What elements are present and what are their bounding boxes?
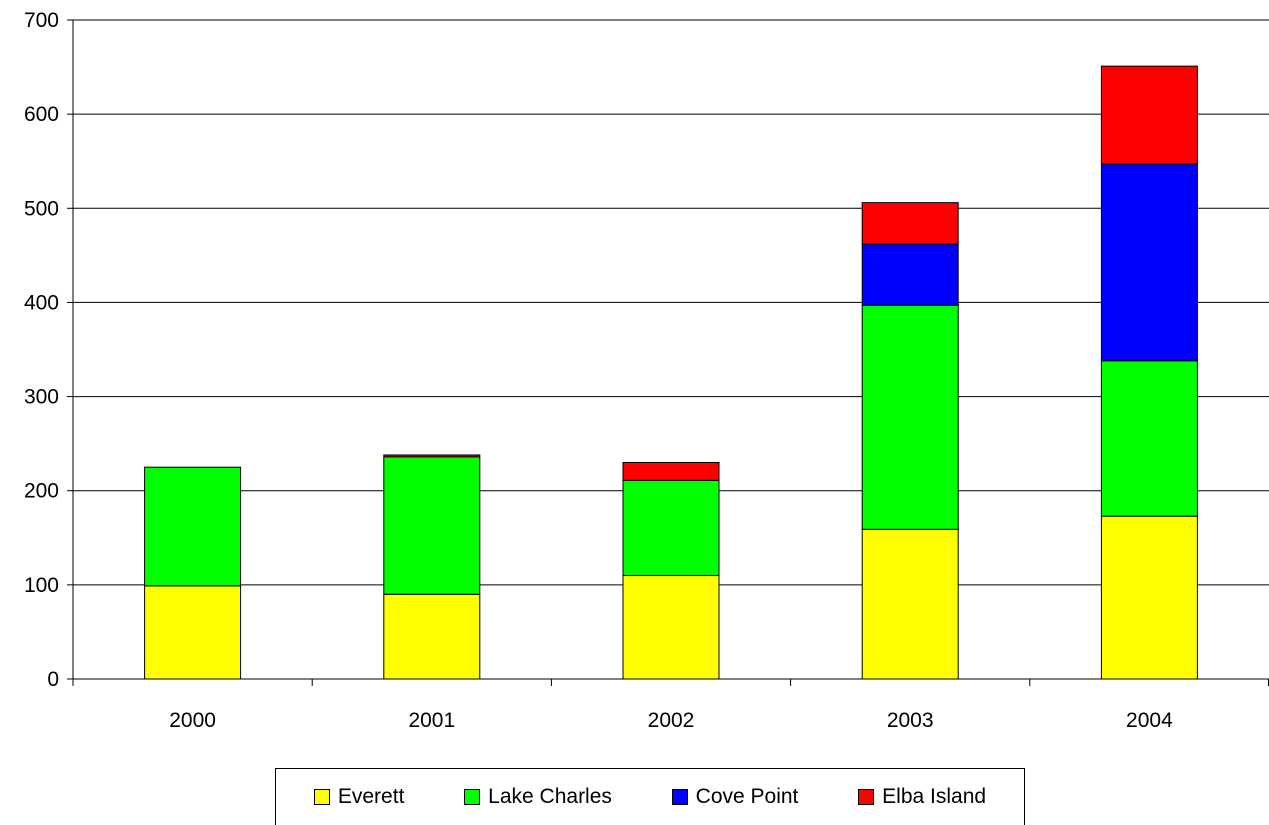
bar-everett-2002: [622, 574, 720, 680]
bar-lake-charles-2004: [1100, 360, 1198, 517]
bar-everett-2004: [1100, 515, 1198, 680]
y-tick-label: 600: [24, 103, 59, 126]
bar-lake-charles-2001: [383, 456, 481, 595]
x-tick-label: 2001: [408, 709, 455, 732]
legend-swatch-elba-island: [858, 789, 875, 805]
y-tick-label: 500: [24, 197, 59, 220]
bar-everett-2001: [383, 593, 481, 680]
x-tick-label: 2004: [1126, 709, 1173, 732]
x-tick-label: 2000: [169, 709, 216, 732]
y-tick-label: 700: [24, 9, 59, 32]
legend-item-everett: Everett: [313, 785, 405, 809]
legend-label-cove-point: Cove Point: [695, 785, 799, 808]
bar-everett-2000: [144, 585, 242, 680]
legend-label-lake-charles: Lake Charles: [488, 785, 612, 808]
bar-lake-charles-2002: [622, 479, 720, 576]
bar-cove-point-2004: [1100, 163, 1198, 362]
y-tick-label: 300: [24, 386, 59, 409]
x-tick-label: 2002: [648, 709, 695, 732]
y-tick-label: 100: [24, 574, 59, 597]
bar-lake-charles-2000: [144, 466, 242, 587]
bar-cove-point-2003: [861, 243, 959, 306]
bar-elba-island-2004: [1100, 65, 1198, 165]
bar-elba-island-2002: [622, 461, 720, 481]
bar-everett-2003: [861, 528, 959, 680]
legend-label-elba-island: Elba Island: [882, 785, 987, 808]
legend-swatch-lake-charles: [464, 789, 481, 805]
axes: [67, 19, 1269, 686]
legend-swatch-everett: [313, 789, 330, 805]
legend-item-lake-charles: Lake Charles: [464, 785, 612, 809]
x-tick-labels: 2000 2001 2002 2003 2004: [169, 709, 1173, 732]
legend-item-elba-island: Elba Island: [858, 785, 986, 809]
gridlines: [73, 19, 1269, 586]
legend-swatch-cove-point: [671, 789, 688, 805]
y-tick-label: 200: [24, 480, 59, 503]
y-tick-labels: 0 100 200 300 400 500 600 700: [24, 9, 59, 691]
y-tick-label: 400: [24, 291, 59, 314]
x-tick-label: 2003: [887, 709, 934, 732]
bar-elba-island-2003: [861, 202, 959, 245]
bar-elba-island-2001: [383, 454, 481, 458]
y-tick-label: 0: [47, 668, 59, 691]
legend-item-cove-point: Cove Point: [671, 785, 799, 809]
bar-lake-charles-2003: [861, 304, 959, 530]
legend-label-everett: Everett: [337, 785, 405, 808]
bars: [144, 65, 1198, 680]
legend: Everett Lake Charles Cove Point Elba Isl…: [275, 768, 1025, 825]
